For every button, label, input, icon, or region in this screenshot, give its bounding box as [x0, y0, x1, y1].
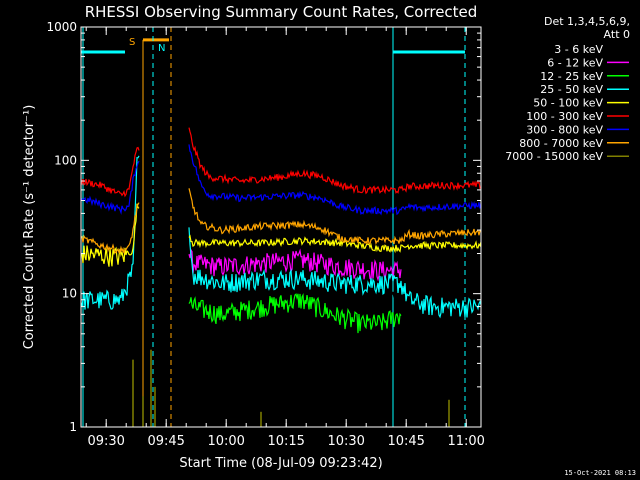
x-tick-label: 10:45	[387, 434, 424, 449]
series-group	[80, 127, 482, 427]
legend-header-2: Att 0	[604, 28, 630, 41]
series-line-1	[188, 248, 402, 282]
legend-label-1: 6 - 12 keV	[547, 56, 603, 69]
series-line-6	[80, 144, 482, 216]
axis-ticks: 1 10 100 1000 09:30 09:45 10:00 10:15 10:30 10:45…	[46, 20, 484, 449]
x-tick-label: 09:45	[147, 434, 184, 449]
y-axis-label: Corrected Count Rate (s⁻¹ detector⁻¹)	[22, 105, 37, 350]
series-line-2	[188, 292, 402, 334]
y-tick-label: 1	[69, 420, 77, 434]
legend-header-1: Det 1,3,4,5,6,9,	[544, 15, 630, 28]
series-line-3	[80, 155, 482, 319]
legend-label-4: 50 - 100 keV	[533, 97, 603, 110]
state-bands	[81, 27, 466, 427]
x-tick-label: 10:00	[207, 434, 244, 449]
y-tick-label: 1000	[46, 20, 77, 34]
series-line-5	[80, 127, 482, 198]
legend-label-5: 100 - 300 keV	[526, 110, 603, 123]
timestamp: 15-Oct-2021 08:13	[564, 469, 636, 477]
x-tick-label: 09:30	[87, 434, 124, 449]
legend-label-0: 3 - 6 keV	[554, 43, 603, 56]
y-tick-label: 10	[62, 287, 77, 301]
legend-label-6: 300 - 800 keV	[526, 123, 603, 136]
x-tick-label: 11:00	[447, 434, 484, 449]
chart-title: RHESSI Observing Summary Count Rates, Co…	[85, 3, 478, 21]
legend-label-3: 25 - 50 keV	[540, 83, 603, 96]
legend-label-8: 7000 - 15000 keV	[505, 150, 603, 163]
plot-frame	[80, 26, 482, 428]
legend-label-2: 12 - 25 keV	[540, 70, 603, 83]
y-tick-label: 100	[54, 153, 77, 167]
annotation-n: N	[158, 43, 165, 54]
annotation-s: S	[129, 37, 135, 48]
legend-label-7: 800 - 7000 keV	[519, 137, 603, 150]
series-line-7	[80, 188, 482, 254]
x-tick-label: 10:15	[267, 434, 304, 449]
series-line-4	[80, 203, 482, 267]
x-tick-label: 10:30	[327, 434, 364, 449]
x-axis-label: Start Time (08-Jul-09 09:23:42)	[179, 456, 382, 471]
